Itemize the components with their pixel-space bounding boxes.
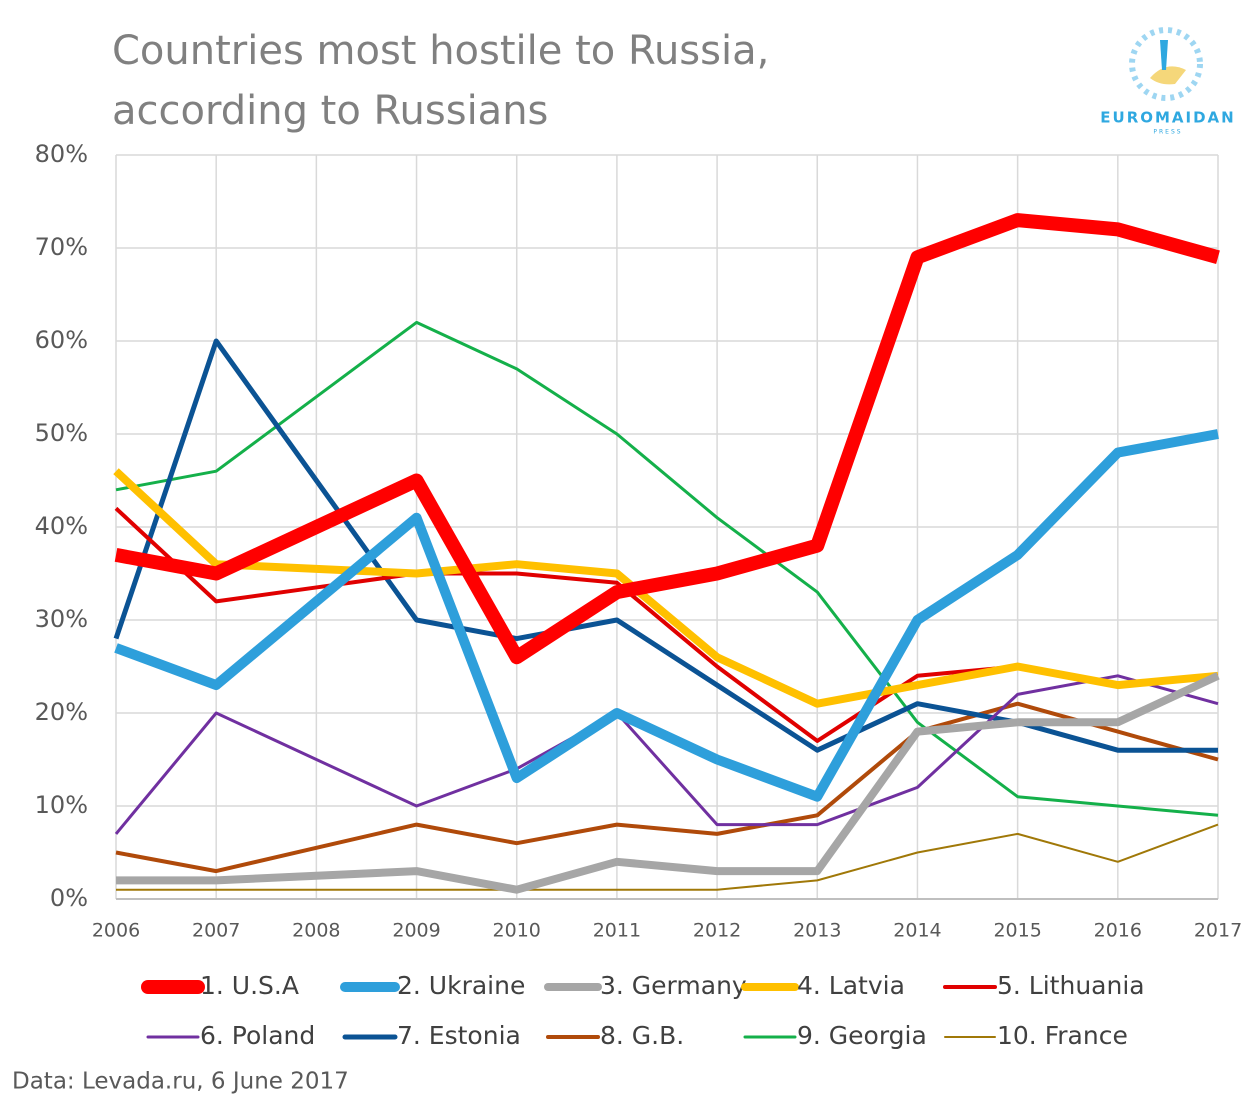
series-line (115, 320, 1219, 817)
legend-label: 3. Germany (600, 971, 747, 1000)
y-tick-label: 60% (35, 326, 88, 354)
legend-label: 7. Estonia (397, 1021, 521, 1050)
y-tick-label: 50% (35, 419, 88, 447)
series-line (114, 213, 1220, 665)
logo-subtext: PRESS (1153, 129, 1182, 136)
x-tick-label: 2008 (292, 920, 340, 942)
x-tick-label: 2014 (893, 920, 941, 942)
source-note: Data: Levada.ru, 6 June 2017 (12, 1069, 349, 1095)
x-tick-label: 2012 (693, 920, 741, 942)
y-tick-label: 30% (35, 605, 88, 633)
legend-label: 1. U.S.A (200, 971, 299, 1000)
legend-label: 9. Georgia (797, 1021, 927, 1050)
logo: EUROMAIDAN PRESS (1100, 27, 1235, 136)
logo-emblem (1160, 40, 1168, 70)
series-line (116, 672, 1220, 894)
x-tick-label: 2010 (493, 920, 541, 942)
x-tick-label: 2009 (392, 920, 440, 942)
legend-label: 5. Lithuania (997, 971, 1145, 1000)
y-tick-label: 70% (35, 233, 88, 261)
x-tick-label: 2013 (793, 920, 841, 942)
y-tick-label: 10% (35, 791, 88, 819)
x-tick-label: 2015 (993, 920, 1041, 942)
x-tick-label: 2017 (1194, 920, 1242, 942)
legend-label: 8. G.B. (600, 1021, 684, 1050)
logo-text: EUROMAIDAN (1100, 109, 1235, 127)
series-line (115, 701, 1219, 874)
logo-dove (1150, 66, 1186, 85)
y-tick-label: 0% (50, 884, 88, 912)
logo-wreath (1129, 27, 1203, 101)
chart-title-line-2: according to Russians (112, 88, 548, 134)
series-line (114, 674, 1219, 835)
x-tick-label: 2016 (1094, 920, 1142, 942)
y-tick-label: 80% (35, 140, 88, 168)
legend-label: 10. France (997, 1021, 1128, 1050)
series-line (114, 429, 1219, 802)
x-tick-label: 2007 (192, 920, 240, 942)
x-tick-label: 2011 (593, 920, 641, 942)
x-tick-label: 2006 (92, 920, 140, 942)
legend-label: 2. Ukraine (397, 971, 525, 1000)
legend-label: 6. Poland (200, 1021, 315, 1050)
y-tick-label: 40% (35, 512, 88, 540)
series-line (113, 338, 1218, 753)
chart-title: Countries most hostile to Russia, (112, 28, 769, 74)
y-tick-label: 20% (35, 698, 88, 726)
legend-label: 4. Latvia (797, 971, 905, 1000)
series-line (116, 823, 1219, 891)
series-line (113, 468, 1219, 708)
